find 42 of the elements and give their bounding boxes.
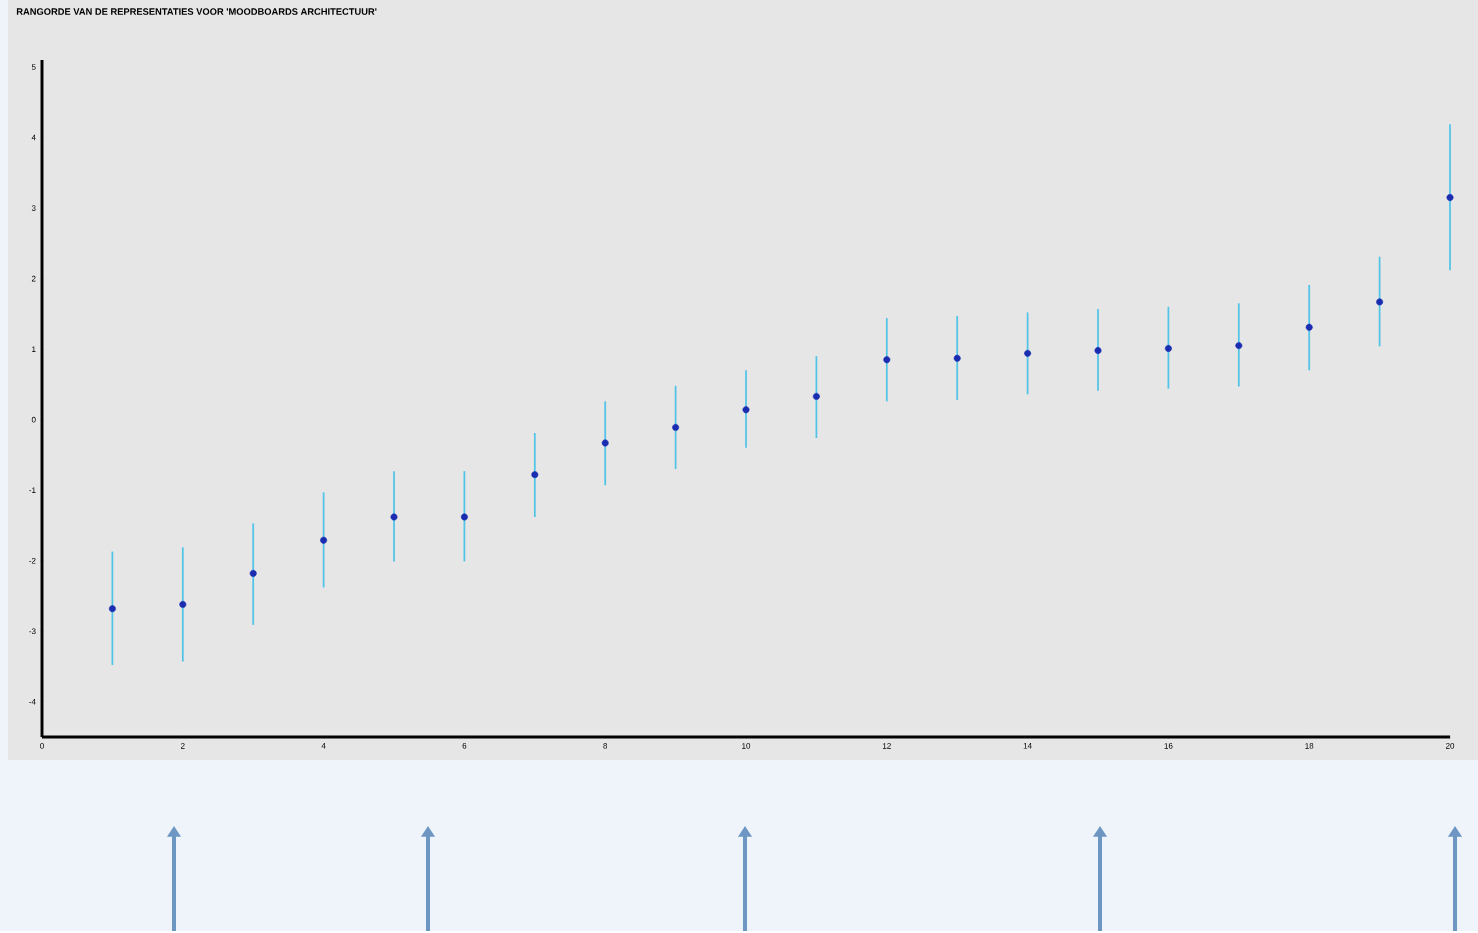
chart-title: RANGORDE VAN DE REPRESENTATIES VOOR 'MOODBOARDS ARCHITECTUUR' — [16, 8, 377, 15]
point — [1376, 298, 1384, 306]
point — [883, 356, 891, 364]
y-tick-label: 3 — [31, 205, 36, 211]
point — [390, 513, 398, 521]
x-tick-label: 10 — [742, 743, 751, 749]
point — [531, 471, 539, 479]
x-tick-label: 8 — [603, 743, 608, 749]
x-tick-label: 16 — [1164, 743, 1173, 749]
y-tick-label: 1 — [32, 346, 36, 352]
x-tick-label: 2 — [180, 743, 185, 749]
y-tick-label: 4 — [31, 134, 36, 141]
point — [1164, 344, 1172, 352]
point — [953, 354, 961, 362]
point — [672, 423, 680, 431]
x-tick-label: 20 — [1445, 743, 1455, 749]
x-tick-label: 0 — [40, 743, 44, 749]
y-tick-label: 5 — [31, 64, 36, 70]
point — [460, 513, 468, 521]
point — [742, 406, 750, 414]
x-tick-label: 4 — [321, 743, 326, 749]
x-tick-label: 6 — [462, 743, 467, 749]
x-tick-label: 18 — [1305, 743, 1314, 749]
y-tick-label: -3 — [29, 628, 36, 635]
y-tick-label: -2 — [29, 557, 36, 564]
y-tick-label: 2 — [31, 275, 36, 282]
x-tick-label: 14 — [1023, 743, 1032, 749]
y-tick-label: -4 — [29, 698, 36, 705]
point — [249, 569, 257, 577]
y-tick-label: -1 — [29, 487, 36, 493]
point — [1094, 347, 1102, 355]
point — [1305, 323, 1313, 331]
y-tick-label: 0 — [31, 416, 36, 423]
point — [320, 536, 328, 544]
point — [108, 605, 116, 613]
point — [1024, 349, 1032, 357]
point — [601, 439, 609, 447]
point — [1235, 342, 1243, 350]
point — [179, 600, 187, 608]
x-tick-label: 12 — [882, 743, 891, 749]
point — [812, 392, 820, 400]
point — [1446, 194, 1454, 201]
